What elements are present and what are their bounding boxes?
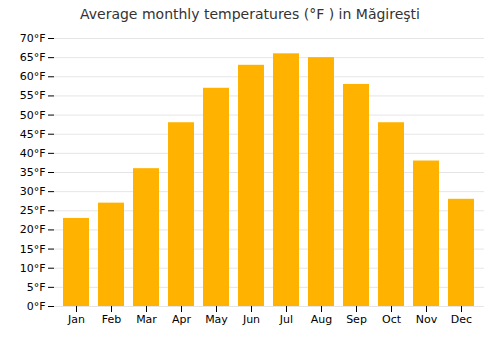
svg-text:0°F: 0°F <box>27 300 46 313</box>
svg-text:15°F: 15°F <box>20 243 46 256</box>
svg-text:Jul: Jul <box>279 313 293 326</box>
svg-text:Jan: Jan <box>67 313 85 326</box>
svg-text:Jun: Jun <box>242 313 260 326</box>
svg-text:Sep: Sep <box>346 313 367 326</box>
svg-text:Apr: Apr <box>172 313 192 326</box>
html-text:Average monthly temperatures (: Average monthly temperatures (°F ) in Mă… <box>80 6 420 22</box>
svg-text:50°F: 50°F <box>20 109 46 122</box>
svg-text:60°F: 60°F <box>20 70 46 83</box>
svg-text:25°F: 25°F <box>20 204 46 217</box>
svg-text:5°F: 5°F <box>27 281 46 294</box>
svg-text:30°F: 30°F <box>20 185 46 198</box>
svg-text:May: May <box>205 313 228 326</box>
svg-text:Nov: Nov <box>416 313 438 326</box>
svg-text:Dec: Dec <box>451 313 472 326</box>
svg-text:45°F: 45°F <box>20 128 46 141</box>
svg-text:65°F: 65°F <box>20 51 46 64</box>
svg-text:Oct: Oct <box>382 313 402 326</box>
svg-text:Mar: Mar <box>136 313 157 326</box>
svg-text:35°F: 35°F <box>20 166 46 179</box>
svg-text:55°F: 55°F <box>20 89 46 102</box>
svg-text:Feb: Feb <box>102 313 121 326</box>
svg-text:20°F: 20°F <box>20 223 46 236</box>
svg-text:Aug: Aug <box>311 313 332 326</box>
svg-text:40°F: 40°F <box>20 147 46 160</box>
svg-text:10°F: 10°F <box>20 262 46 275</box>
svg-text:70°F: 70°F <box>20 32 46 45</box>
